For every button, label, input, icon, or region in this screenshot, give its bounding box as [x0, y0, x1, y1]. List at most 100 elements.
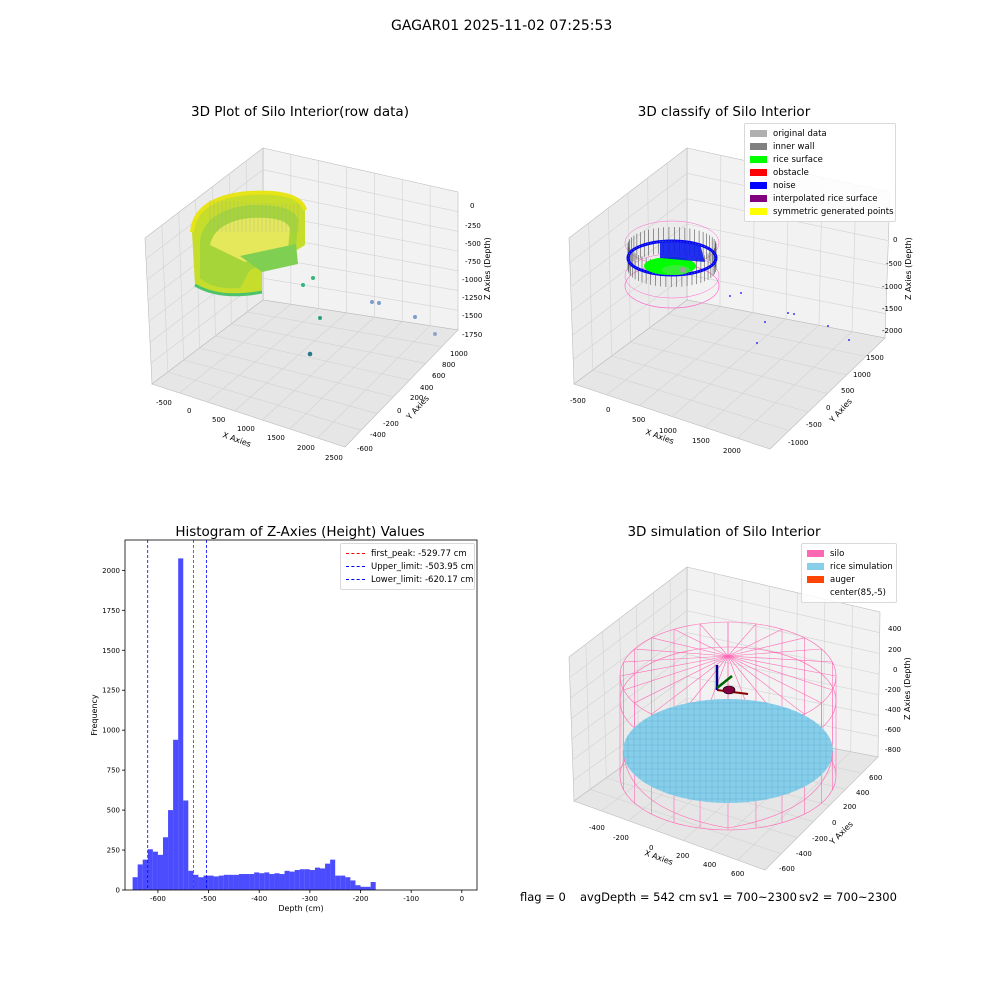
panel2-noise-point — [729, 295, 731, 297]
panel1-y-tick: 600 — [432, 372, 445, 380]
panel4-z-tick: -400 — [885, 706, 901, 714]
histogram-y-tick-label: 0 — [116, 887, 120, 895]
histogram-y-tick-label: 250 — [107, 847, 120, 855]
panel2-title: 3D classify of Silo Interior — [637, 104, 811, 120]
histogram-bar — [162, 837, 169, 890]
histogram-y-tick-label: 2000 — [102, 567, 120, 575]
panel4-x-tick: 600 — [731, 870, 744, 878]
histogram-bar — [294, 870, 300, 890]
panel4-z-tick: -800 — [885, 746, 901, 754]
panel2-z-tick: -1500 — [882, 305, 902, 313]
histogram-bar — [264, 872, 270, 890]
legend-entry: silo — [807, 547, 891, 560]
panel4-y-tick: 0 — [832, 819, 836, 827]
legend-label: symmetric generated points — [773, 206, 894, 217]
panel1-y-tick: 1000 — [450, 350, 468, 358]
legend-label: interpolated rice surface — [773, 193, 878, 204]
footer-avg-depth: avgDepth = 542 cm — [580, 890, 697, 904]
histogram-bar — [147, 849, 153, 890]
legend-entry: auger — [807, 573, 891, 586]
panel2-legend: original data inner wall rice surface ob… — [744, 123, 896, 222]
histogram-y-tick-label: 1750 — [102, 607, 120, 615]
histogram-bar — [299, 869, 305, 890]
panel2-z-tick: -1000 — [882, 283, 902, 291]
histogram-bar — [203, 875, 209, 890]
legend-entry: center(85,-5) — [807, 586, 891, 599]
histogram-bar — [309, 870, 315, 890]
panel1-x-tick: 1000 — [237, 425, 255, 433]
histogram-y-tick-label: 1000 — [102, 727, 120, 735]
histogram-bar — [304, 869, 310, 890]
panel2-noise-point — [787, 312, 789, 314]
histogram-y-tick-label: 750 — [107, 767, 120, 775]
histogram-bar — [274, 873, 280, 890]
histogram-x-label: Depth (cm) — [278, 904, 323, 913]
panel2-y-tick: 1500 — [866, 354, 884, 362]
histogram-x-tick-label: 0 — [460, 895, 464, 903]
legend-label: obstacle — [773, 167, 809, 178]
histogram-bar — [244, 874, 250, 890]
panel1-outlier-point — [307, 351, 313, 357]
histogram-bar — [360, 886, 366, 890]
panel4-x-tick: 200 — [676, 852, 689, 860]
legend-swatch — [750, 156, 767, 163]
panel1-floor-pane — [151, 299, 459, 448]
histogram-y-tick-label: 500 — [107, 807, 120, 815]
panel4-x-tick: -200 — [613, 834, 629, 842]
panel1-x-tick: 1500 — [267, 434, 285, 442]
legend-entry: Lower_limit: -620.17 cm — [346, 573, 473, 586]
legend-label: noise — [773, 180, 796, 191]
histogram-y-tick-label: 1250 — [102, 687, 120, 695]
panel2-z-label: Z Axies (Depth) — [904, 237, 913, 300]
panel4-y-tick: 600 — [869, 774, 882, 782]
legend-swatch — [750, 182, 767, 189]
legend-swatch — [807, 576, 824, 583]
histogram-bar — [340, 875, 346, 890]
auger-marker — [722, 685, 736, 695]
histogram-bar — [152, 851, 158, 890]
legend-entry: symmetric generated points — [750, 205, 894, 218]
histogram-bar — [319, 868, 326, 890]
panel1-z-tick: -1000 — [462, 276, 482, 284]
panel4-z-tick: 400 — [888, 625, 901, 633]
footer-sv1: sv1 = 700~2300 — [699, 890, 797, 904]
histogram-bar — [355, 885, 361, 890]
histogram-bar — [218, 875, 224, 890]
panel2-noise-point — [740, 292, 742, 294]
panel2-y-tick: 0 — [826, 404, 830, 412]
histogram-axes-frame — [124, 539, 478, 891]
panel2-x-tick: 500 — [632, 416, 645, 424]
panel1-z-tick: -1500 — [462, 312, 482, 320]
histogram-x-tick-label: -400 — [251, 895, 267, 903]
histogram-y-tick-label: 1500 — [102, 647, 120, 655]
legend-swatch — [807, 589, 824, 596]
panel1-z-label: Z Axies (Depth) — [483, 237, 492, 300]
panel4-z-label: Z Axies (Depth) — [903, 657, 912, 720]
panel2-x-tick: 1000 — [659, 427, 677, 435]
legend-label: first_peak: -529.77 cm — [371, 548, 467, 559]
panel4-y-tick: 400 — [856, 789, 869, 797]
histogram-bar — [284, 870, 290, 890]
panel2-z-tick: -2000 — [882, 327, 902, 335]
histogram-bar — [249, 874, 255, 890]
panel4-silo-mesh — [619, 621, 837, 831]
histogram-x-tick-label: -100 — [403, 895, 419, 903]
figure-suptitle: GAGAR01 2025-11-02 07:25:53 — [391, 18, 613, 34]
histogram-bar — [314, 867, 320, 890]
panel3-legend: first_peak: -529.77 cm Upper_limit: -503… — [340, 543, 475, 590]
histogram-bar — [254, 872, 260, 890]
histogram-bar — [223, 874, 229, 890]
footer-sv2: sv2 = 700~2300 — [799, 890, 897, 904]
histogram-bar — [259, 873, 265, 890]
panel1-y-tick: 400 — [420, 384, 433, 392]
panel2-x-tick: 0 — [606, 406, 610, 414]
histogram-bar — [238, 874, 245, 890]
legend-line — [346, 566, 365, 567]
histogram-bar — [188, 870, 194, 890]
panel1-y-tick: -600 — [357, 445, 373, 453]
legend-line — [346, 553, 365, 554]
panel1-x-tick: 2500 — [325, 454, 343, 462]
